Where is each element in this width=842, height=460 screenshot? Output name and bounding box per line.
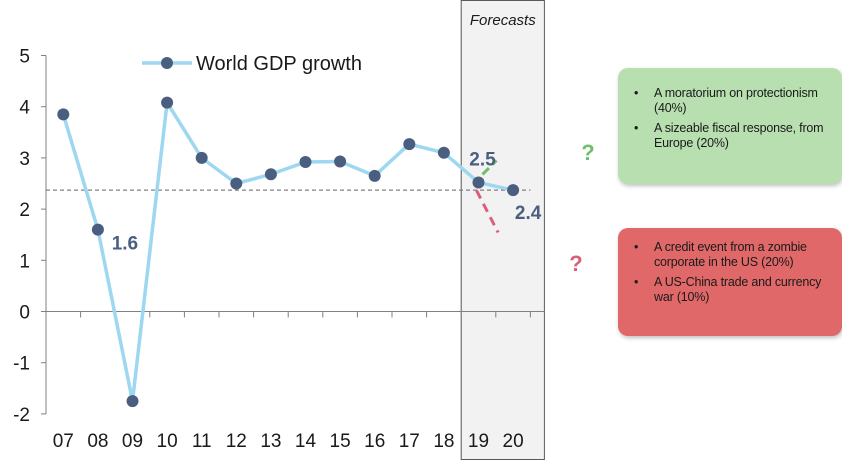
upside-item: • A moratorium on protectionism (40%) (626, 86, 834, 115)
downside-item: • A US-China trade and currency war (10%) (626, 275, 834, 304)
downside-item: • A credit event from a zombie corporate … (626, 240, 834, 269)
x-tick-label: 17 (399, 431, 420, 452)
x-tick-label: 20 (503, 431, 524, 452)
y-tick-label: 4 (19, 98, 30, 119)
data-point (195, 151, 208, 164)
downside-scenarios-box: • A credit event from a zombie corporate … (618, 228, 842, 336)
y-tick-label: 0 (19, 303, 30, 324)
downside-item-text: A US-China trade and currency war (10%) (654, 275, 822, 304)
data-label: 1.6 (112, 234, 138, 255)
data-label: 2.4 (515, 203, 542, 224)
data-point (299, 155, 312, 168)
forecast-panel (460, 0, 545, 460)
data-point (507, 184, 520, 197)
legend-marker (161, 57, 173, 69)
y-tick-label: 2 (19, 200, 30, 221)
x-tick-label: 11 (192, 431, 212, 452)
data-point (161, 96, 174, 109)
data-point (91, 223, 104, 236)
x-tick-label: 12 (226, 431, 247, 452)
x-tick-label: 18 (433, 431, 454, 452)
x-tick-label: 14 (295, 431, 317, 452)
y-tick-label: 3 (19, 149, 30, 170)
data-point (264, 168, 277, 181)
x-tick-label: 10 (157, 431, 178, 452)
data-point (437, 146, 450, 159)
data-point (403, 138, 416, 151)
x-tick-label: 16 (364, 431, 385, 452)
bullet: • (634, 121, 639, 135)
data-point (126, 395, 139, 408)
data-point (57, 108, 70, 121)
y-tick-label: -1 (13, 354, 30, 375)
x-tick-label: 07 (53, 431, 74, 452)
upside-scenarios-box: • A moratorium on protectionism (40%) • A … (618, 68, 842, 184)
x-tick-label: 09 (122, 431, 143, 452)
legend-label: World GDP growth (196, 53, 362, 75)
forecast-label: Forecasts (470, 12, 536, 29)
data-point (368, 169, 381, 182)
bullet: • (634, 240, 639, 254)
upside-question-mark: ? (581, 140, 594, 165)
x-tick-label: 13 (260, 431, 281, 452)
bullet: • (634, 275, 639, 289)
y-tick-label: 1 (19, 251, 30, 272)
data-point (472, 176, 485, 189)
data-label: 2.5 (469, 149, 496, 170)
downside-question-mark: ? (569, 251, 582, 276)
y-tick-label: -2 (13, 405, 30, 426)
y-tick-label: 5 (19, 47, 30, 68)
x-tick-label: 08 (87, 431, 108, 452)
x-tick-label: 15 (330, 431, 351, 452)
upside-item-text: A moratorium on protectionism (40%) (654, 86, 818, 115)
data-point (334, 155, 347, 168)
downside-item-text: A credit event from a zombie corporate i… (654, 240, 807, 269)
upside-item-text: A sizeable fiscal response, from Europe … (654, 121, 824, 150)
upside-path (481, 159, 498, 176)
bullet: • (634, 86, 639, 100)
data-point (230, 177, 243, 190)
x-tick-label: 19 (468, 431, 489, 452)
upside-item: • A sizeable fiscal response, from Europe… (626, 121, 834, 150)
downside-path (475, 189, 500, 234)
